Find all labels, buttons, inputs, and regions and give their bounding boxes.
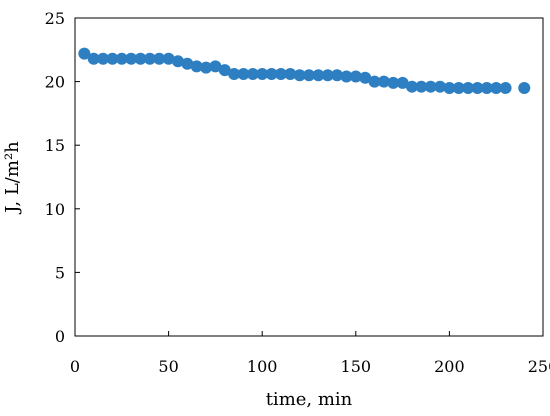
data-point [349,70,362,83]
data-point [405,80,418,93]
plot-area [74,17,544,337]
data-point [153,52,166,65]
data-point [321,69,334,82]
data-point [434,80,447,93]
y-tick-label: 5 [55,263,65,282]
data-point [246,67,259,80]
data-point [312,69,325,82]
y-tick-label: 10 [45,200,65,219]
data-point [387,76,400,89]
data-point [415,80,428,93]
data-point [284,67,297,80]
data-point [200,61,213,74]
data-point [499,81,512,94]
x-tick-label: 50 [158,357,178,376]
data-point [443,81,456,94]
data-point [480,81,493,94]
x-tick-label: 150 [341,357,372,376]
data-point [331,69,344,82]
data-point [87,52,100,65]
data-point [190,60,203,73]
data-point [424,80,437,93]
data-point [265,67,278,80]
data-point [125,52,138,65]
data-point [471,81,484,94]
data-point [171,55,184,68]
data-point [396,76,409,89]
x-tick-label: 0 [70,357,80,376]
data-point [181,57,194,70]
y-tick-label: 0 [55,327,65,346]
data-point [359,71,372,84]
x-axis-title: time, min [266,389,353,410]
data-point [462,81,475,94]
data-point [228,67,241,80]
data-point [97,52,110,65]
data-point [78,47,91,60]
data-point [293,69,306,82]
data-point [209,60,222,73]
data-point [162,52,175,65]
x-tick-label: 100 [247,357,278,376]
data-point [256,67,269,80]
x-tick-label: 200 [434,357,465,376]
data-point [368,75,381,88]
data-point [340,70,353,83]
data-point [518,81,531,94]
data-point [115,52,128,65]
data-point [452,81,465,94]
y-tick-label: 25 [45,9,65,28]
y-tick-label: 15 [45,136,65,155]
data-point [377,75,390,88]
x-axis: 0 50 100 150 200 250 [70,331,550,376]
y-tick-label: 20 [45,73,65,92]
data-point [143,52,156,65]
data-point [274,67,287,80]
data-point [218,64,231,77]
x-tick-label: 250 [528,357,550,376]
data-series [78,47,531,94]
y-axis: 0 5 10 15 20 25 [45,9,80,346]
data-point [237,67,250,80]
data-point [134,52,147,65]
y-axis-title: J, L/m²h [2,141,23,215]
data-point [490,81,503,94]
data-point [106,52,119,65]
data-point [303,69,315,82]
